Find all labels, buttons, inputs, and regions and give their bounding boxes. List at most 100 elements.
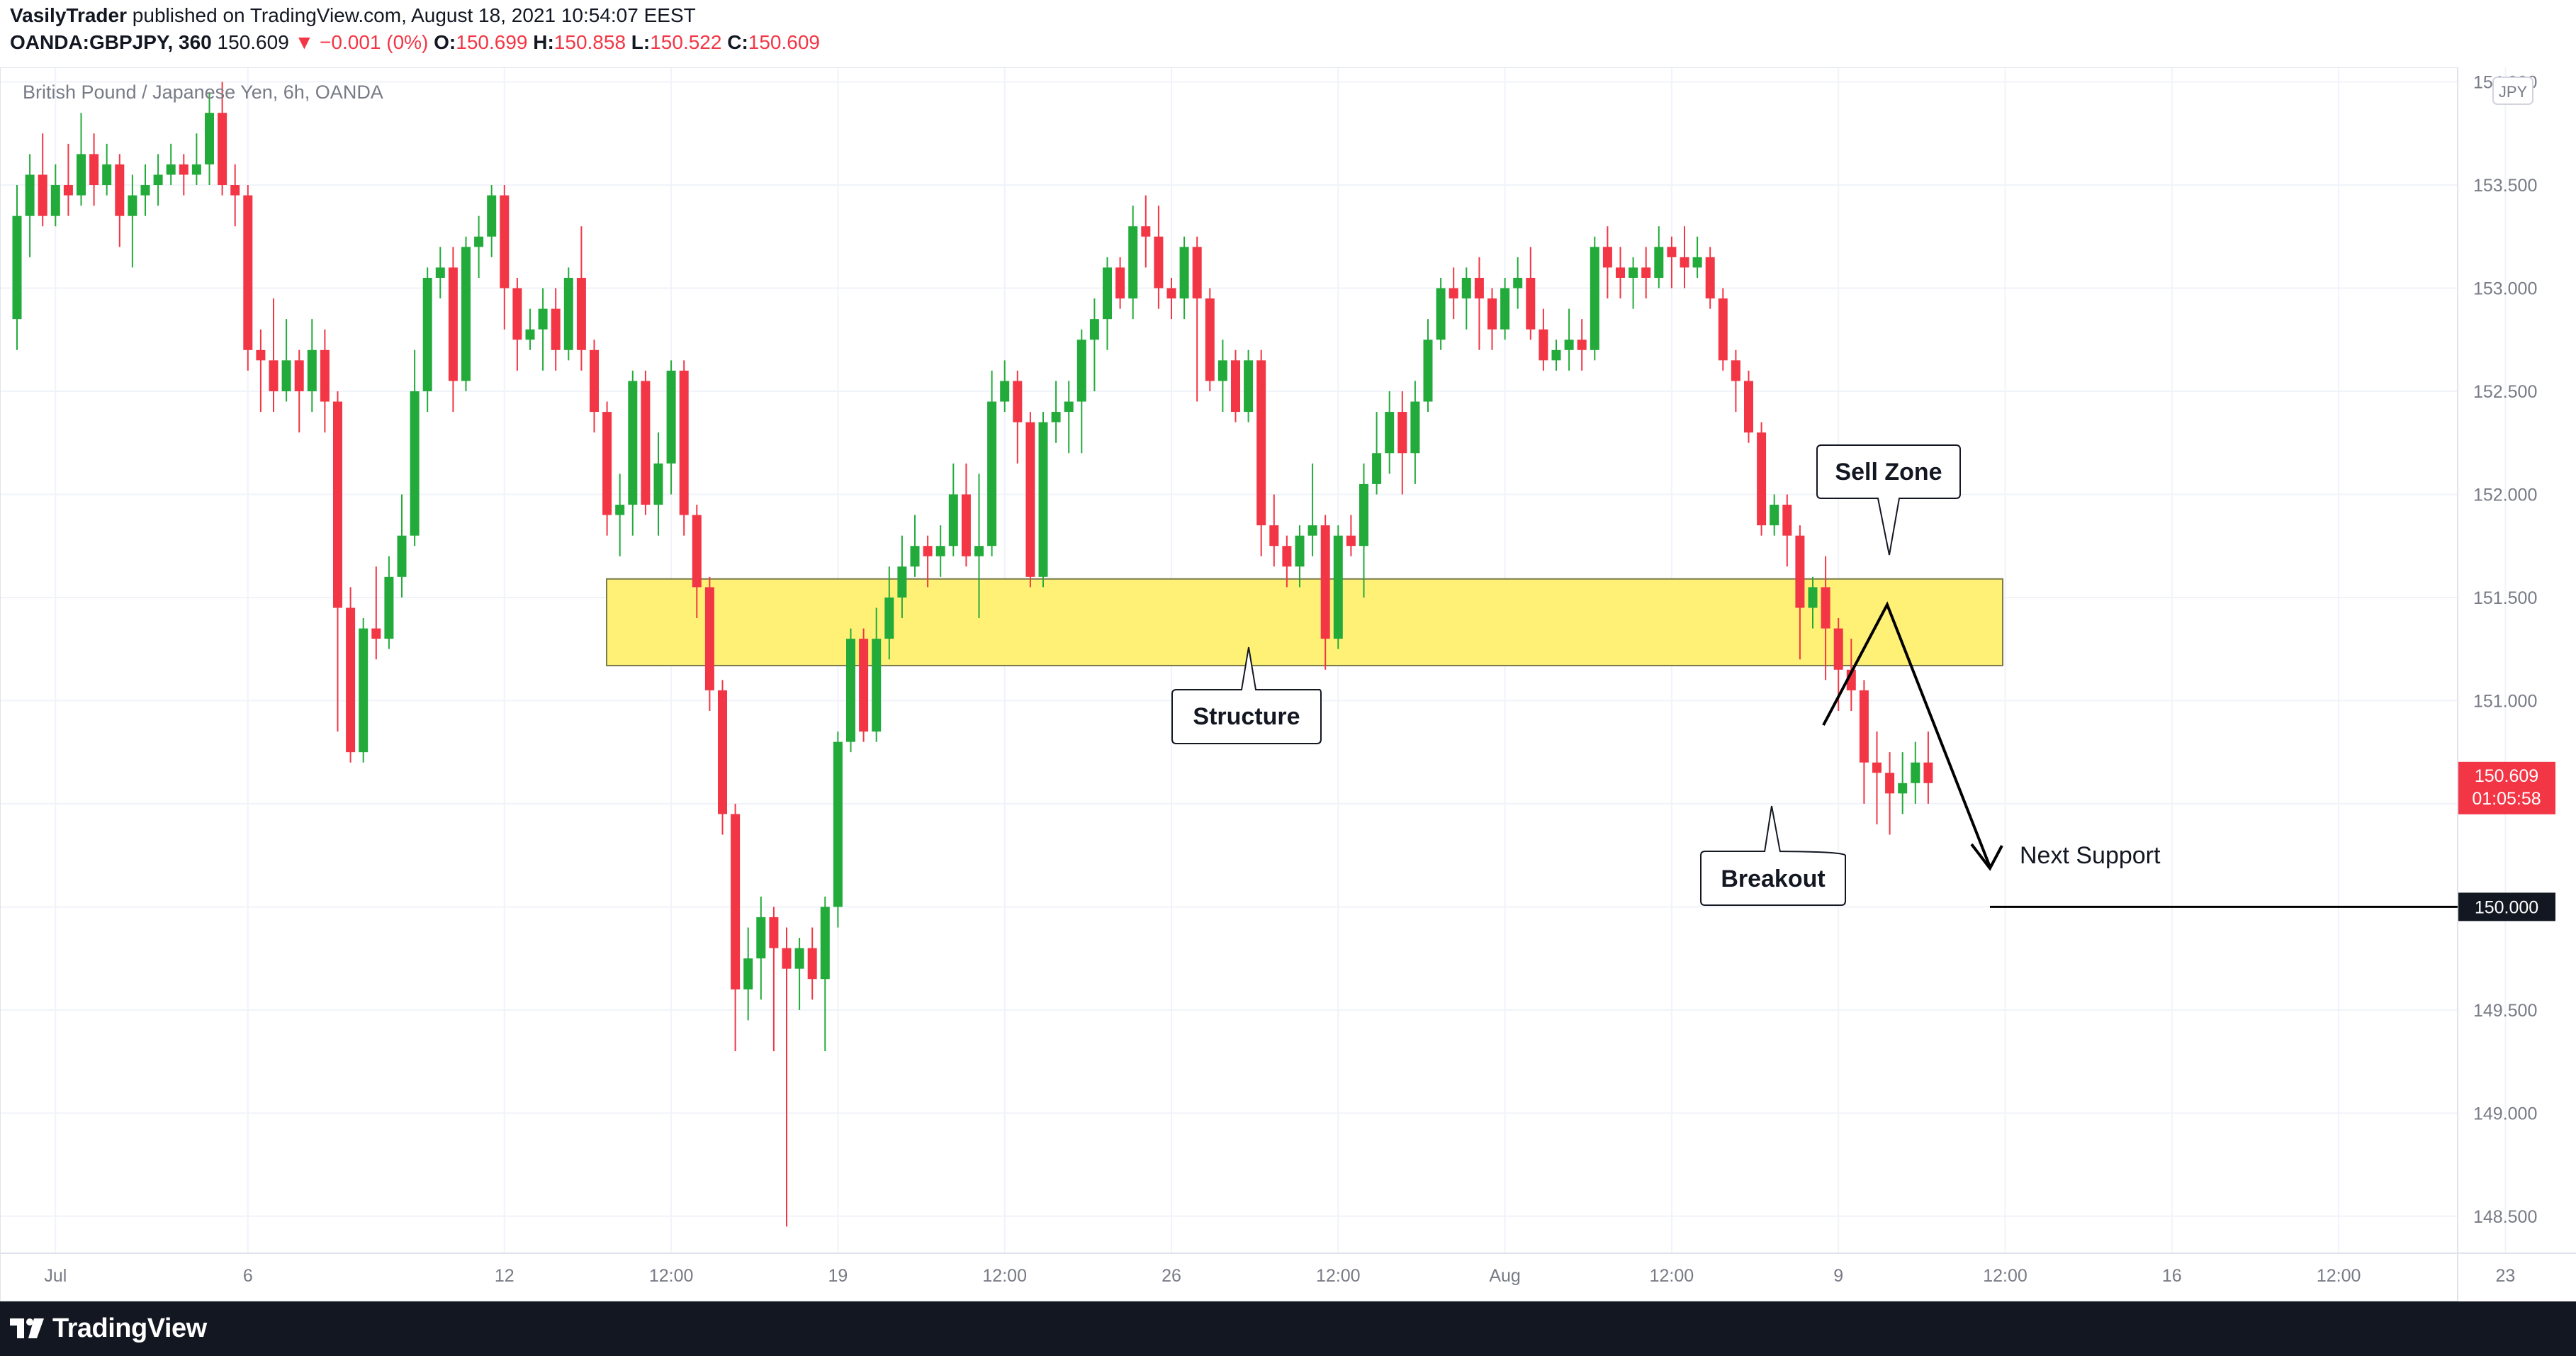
candle-body [1885, 773, 1895, 794]
projected-path[interactable] [1822, 601, 1991, 868]
candle [641, 370, 651, 515]
candle-body [1461, 277, 1471, 299]
candle [1680, 226, 1689, 288]
candle-body [692, 515, 702, 588]
candle [743, 927, 753, 1021]
candle-body [346, 607, 356, 753]
candle [333, 391, 342, 732]
open-value: 150.699 [456, 31, 528, 53]
candle [1885, 752, 1895, 835]
candle-body [1320, 525, 1330, 639]
candle-body [1654, 247, 1664, 278]
candle [1641, 247, 1651, 299]
candle-body [1103, 267, 1112, 320]
candle-body [1641, 267, 1651, 278]
candle [1654, 226, 1664, 288]
sell-zone-callout[interactable]: Sell Zone [1816, 444, 1961, 556]
candle-body [1076, 340, 1086, 402]
author-name[interactable]: VasilyTrader [10, 4, 128, 26]
candle-body [1539, 329, 1548, 361]
candle [1000, 360, 1010, 413]
candle [563, 267, 573, 361]
candle-body [1911, 762, 1920, 783]
structure-callout[interactable]: Structure [1171, 646, 1322, 744]
candle-body [1423, 340, 1433, 402]
candle-body [1859, 690, 1869, 763]
candle-body [576, 277, 586, 350]
candle [1205, 288, 1215, 391]
candle [923, 535, 933, 588]
candle-body [1449, 288, 1458, 299]
candle [140, 164, 150, 216]
candle-body [1770, 505, 1779, 526]
candle-body [1500, 288, 1510, 330]
candle-body [140, 185, 150, 196]
chart-area[interactable]: British Pound / Japanese Yen, 6h, OANDA … [0, 67, 2576, 1301]
candle-body [102, 164, 112, 186]
candle-body [974, 546, 984, 556]
candle-body [1821, 587, 1830, 629]
candle-body [294, 360, 304, 391]
candle-body [731, 814, 741, 990]
candle [769, 907, 779, 1052]
candle-body [602, 412, 612, 515]
candle [1629, 257, 1638, 309]
candle [1282, 535, 1292, 588]
candle-body [859, 639, 869, 732]
candle-body [1833, 628, 1843, 670]
candle [50, 164, 60, 227]
candle [1808, 576, 1818, 629]
candle [1461, 267, 1471, 330]
candle [1115, 257, 1125, 309]
y-tick-label: 152.000 [2473, 485, 2537, 505]
currency-badge[interactable]: JPY [2492, 77, 2533, 105]
candle [1744, 370, 1753, 443]
candle [1269, 494, 1279, 567]
candle [1551, 340, 1561, 371]
tradingview-logo-icon [10, 1318, 44, 1338]
candle-body [897, 566, 907, 598]
candle [692, 505, 702, 619]
breakout-callout[interactable]: Breakout [1700, 805, 1846, 906]
tradingview-logo[interactable]: TradingView [10, 1313, 207, 1343]
candle-body [653, 463, 663, 505]
sell-zone-rectangle[interactable] [606, 578, 2003, 666]
candle-body [128, 195, 137, 216]
candle [1154, 206, 1164, 309]
candle [1385, 391, 1395, 474]
candle-body [1231, 360, 1240, 413]
candle [1359, 463, 1368, 598]
x-tick-label: 16 [2162, 1266, 2182, 1286]
candle [1038, 412, 1048, 588]
candle [897, 535, 907, 619]
candle [1770, 494, 1779, 536]
candle [1166, 277, 1176, 320]
breakout-label: Breakout [1721, 865, 1825, 892]
candle [1821, 556, 1830, 680]
candle [1051, 381, 1061, 443]
chart-title: British Pound / Japanese Yen, 6h, OANDA [23, 82, 383, 103]
candle [718, 680, 727, 835]
candle-body [89, 154, 99, 186]
candle [38, 133, 47, 227]
candle [128, 174, 137, 268]
x-tick-label: Aug [1489, 1266, 1520, 1286]
candle [102, 143, 112, 196]
published-text: published on TradingView.com, August 18,… [132, 4, 696, 26]
support-price-value: 150.000 [2475, 897, 2538, 917]
candle-body [1205, 298, 1215, 381]
x-tick-label: 6 [243, 1266, 253, 1286]
candlestick-chart[interactable]: British Pound / Japanese Yen, 6h, OANDA … [0, 67, 2576, 1301]
candle [243, 185, 253, 371]
candle-body [1166, 288, 1176, 299]
candle [846, 628, 855, 753]
candle [1718, 288, 1728, 371]
candle-body [1307, 525, 1317, 536]
footer-bar: TradingView [0, 1301, 2576, 1356]
candle [205, 92, 214, 186]
time-axis[interactable]: Jul 6 12 12:00 19 12:00 26 12:00 Aug 12:00 9 12:00 1… [44, 1266, 2576, 1286]
candle-body [384, 576, 394, 639]
candle-body [884, 597, 894, 639]
y-tick-label: 152.500 [2473, 382, 2537, 402]
arrow-head [1970, 843, 2003, 871]
